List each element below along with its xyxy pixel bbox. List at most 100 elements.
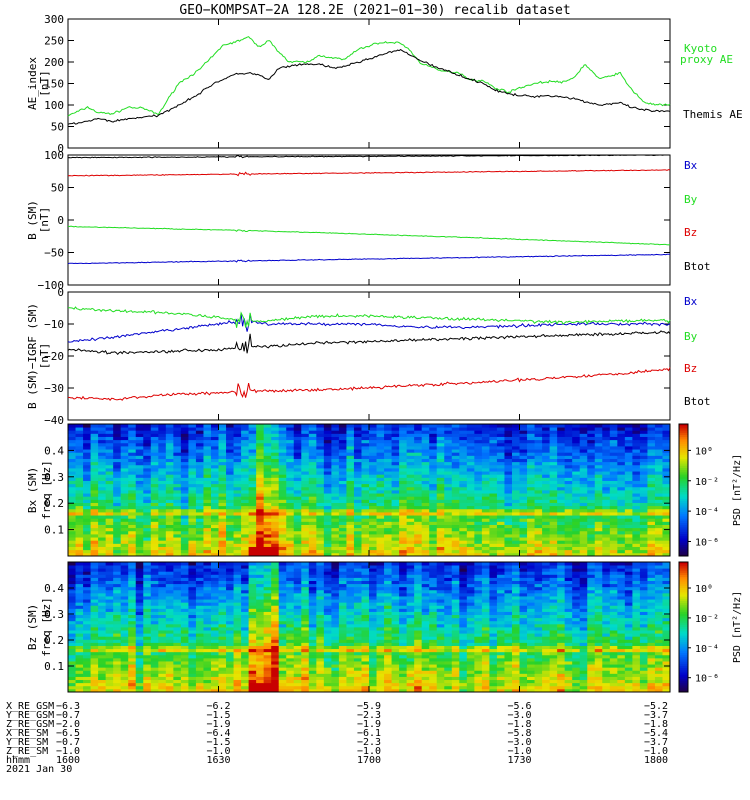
- heatmap-cell: [474, 546, 483, 551]
- heatmap-cell: [579, 549, 588, 554]
- heatmap-cell: [263, 477, 272, 481]
- heatmap-cell: [226, 549, 234, 554]
- heatmap-cell: [459, 439, 468, 444]
- heatmap-cell: [511, 530, 520, 535]
- heatmap-cell: [105, 676, 114, 681]
- heatmap-cell: [654, 654, 663, 659]
- heatmap-cell: [120, 546, 129, 551]
- heatmap-cell: [594, 436, 603, 441]
- heatmap-cell: [226, 521, 234, 525]
- heatmap-cell: [120, 464, 129, 469]
- heatmap-cell: [519, 424, 528, 428]
- heatmap-cell: [143, 688, 152, 693]
- heatmap-cell: [429, 480, 438, 485]
- heatmap-cell: [549, 546, 558, 551]
- heatmap-cell: [150, 452, 159, 456]
- y-tick-label: −10: [44, 318, 64, 331]
- heatmap-cell: [662, 490, 671, 494]
- heatmap-cell: [414, 493, 423, 497]
- heatmap-cell: [308, 493, 317, 497]
- heatmap-cell: [602, 654, 611, 659]
- heatmap-cell: [587, 430, 596, 434]
- heatmap-cell: [557, 636, 566, 640]
- heatmap-cell: [609, 537, 618, 541]
- heatmap-cell: [256, 682, 265, 687]
- heatmap-cell: [241, 490, 250, 494]
- heatmap-cell: [542, 530, 551, 535]
- heatmap-cell: [293, 458, 302, 463]
- colorbar-segment: [679, 529, 688, 533]
- heatmap-cell: [195, 490, 204, 494]
- heatmap-cell: [376, 657, 385, 662]
- heatmap-cell: [572, 483, 581, 488]
- heatmap-cell: [331, 639, 340, 643]
- heatmap-cell: [489, 452, 498, 456]
- heatmap-cell: [639, 490, 648, 494]
- heatmap-cell: [256, 552, 265, 557]
- heatmap-cell: [421, 654, 430, 659]
- heatmap-cell: [429, 433, 438, 437]
- heatmap-cell: [481, 468, 490, 472]
- heatmap-cell: [542, 449, 551, 453]
- heatmap-cell: [511, 667, 520, 671]
- heatmap-cell: [68, 642, 76, 646]
- heatmap-cell: [579, 480, 588, 485]
- heatmap-cell: [414, 439, 423, 444]
- heatmap-cell: [444, 682, 453, 687]
- heatmap-cell: [414, 546, 423, 551]
- heatmap-cell: [542, 552, 551, 557]
- heatmap-cell: [323, 505, 332, 510]
- heatmap-cell: [436, 543, 445, 547]
- colorbar-segment: [679, 428, 688, 432]
- heatmap-cell: [278, 461, 287, 466]
- heatmap-cell: [180, 508, 189, 513]
- heatmap-cell: [293, 518, 302, 522]
- heatmap-cell: [376, 546, 385, 551]
- heatmap-cell: [128, 502, 137, 507]
- heatmap-cell: [75, 657, 84, 662]
- colorbar-segment: [679, 503, 688, 506]
- heatmap-cell: [474, 490, 483, 494]
- heatmap-cell: [527, 480, 535, 485]
- heatmap-cell: [384, 499, 392, 503]
- heatmap-cell: [376, 534, 385, 538]
- heatmap-cell: [549, 439, 558, 444]
- heatmap-cell: [654, 642, 663, 646]
- heatmap-cell: [511, 508, 520, 513]
- heatmap-cell: [150, 508, 159, 513]
- heatmap-cell: [135, 664, 144, 668]
- heatmap-cell: [120, 477, 129, 481]
- heatmap-cell: [158, 521, 167, 525]
- heatmap-cell: [549, 648, 558, 653]
- heatmap-cell: [316, 496, 325, 500]
- heatmap-cell: [414, 512, 423, 516]
- heatmap-cell: [399, 673, 408, 677]
- heatmap-cell: [587, 651, 596, 656]
- heatmap-cell: [534, 654, 543, 659]
- heatmap-cell: [617, 645, 626, 650]
- heatmap-cell: [557, 480, 566, 485]
- heatmap-cell: [195, 499, 204, 503]
- heatmap-cell: [579, 543, 588, 547]
- heatmap-cell: [143, 676, 152, 681]
- heatmap-cell: [647, 512, 656, 516]
- heatmap-cell: [286, 455, 295, 459]
- heatmap-cell: [90, 515, 99, 519]
- heatmap-cell: [150, 534, 159, 538]
- heatmap-cell: [135, 505, 144, 510]
- heatmap-cell: [316, 512, 325, 516]
- heatmap-cell: [143, 505, 152, 510]
- heatmap-cell: [173, 508, 182, 513]
- heatmap-cell: [241, 502, 250, 507]
- heatmap-cell: [150, 667, 159, 671]
- heatmap-cell: [647, 682, 656, 687]
- heatmap-cell: [316, 537, 325, 541]
- heatmap-cell: [489, 455, 498, 459]
- heatmap-cell: [256, 546, 265, 551]
- heatmap-cell: [436, 679, 445, 684]
- heatmap-cell: [557, 496, 566, 500]
- heatmap-cell: [519, 433, 528, 437]
- heatmap-cell: [414, 518, 423, 522]
- heatmap-cell: [399, 667, 408, 671]
